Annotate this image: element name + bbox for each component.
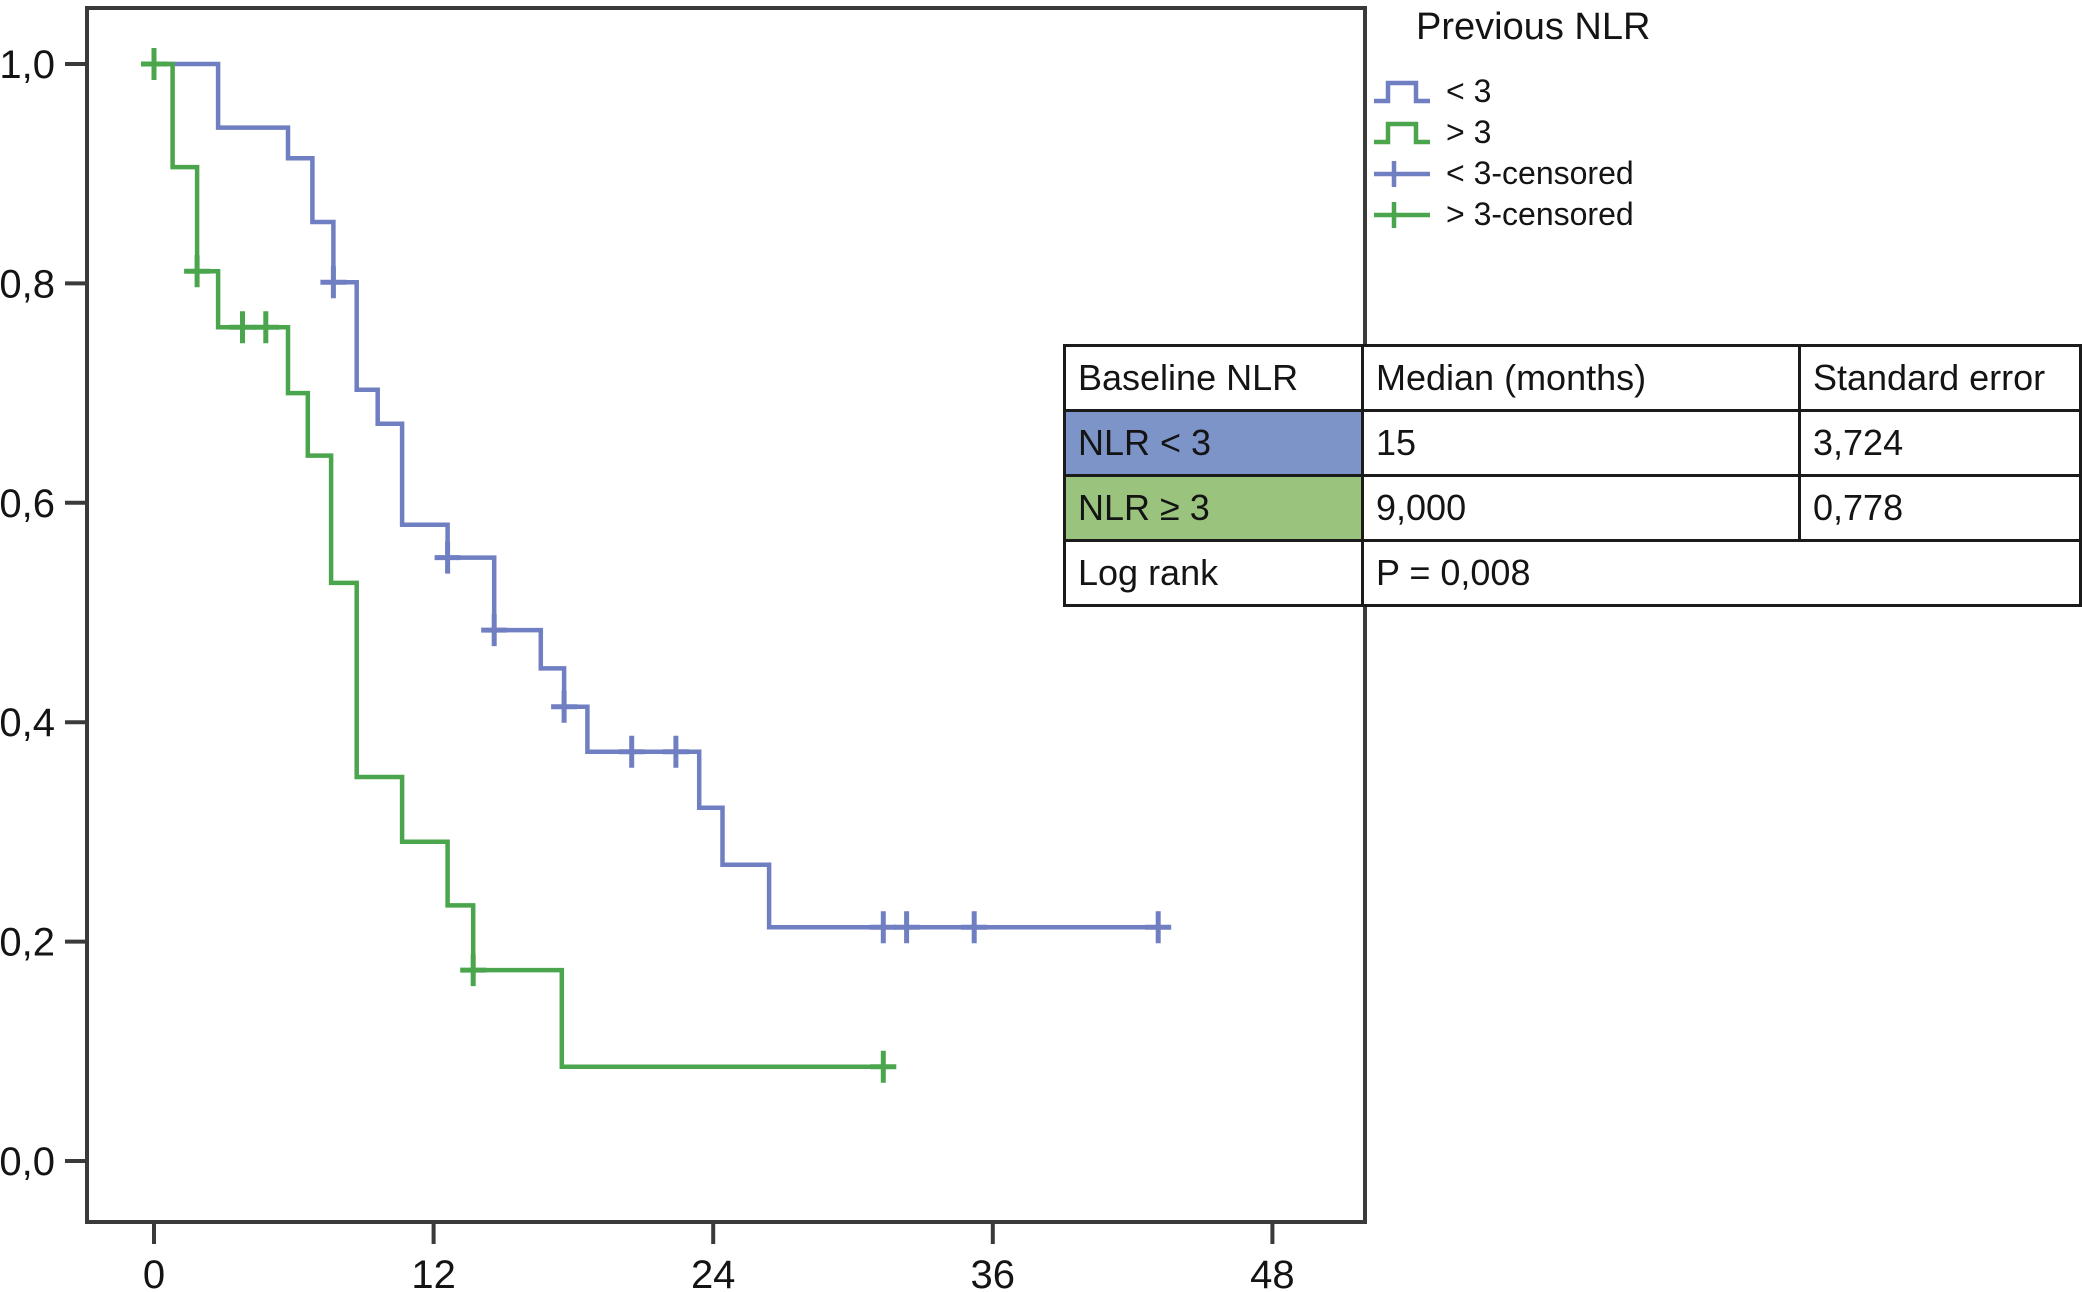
cell-se-nlr-lt3: 3,724 <box>1798 409 2082 477</box>
censor-mark-nlr-lt3 <box>481 614 508 647</box>
table-row-nlr-lt3: NLR < 3 15 3,724 <box>1063 409 2082 477</box>
cell-se-nlr-ge3: 0,778 <box>1798 474 2082 542</box>
censor-mark-nlr-ge3 <box>229 311 256 344</box>
censor-mark-nlr-lt3 <box>893 911 920 944</box>
header-median-months: Median (months) <box>1361 344 1801 412</box>
cell-log-rank-label: Log rank <box>1063 539 1364 607</box>
censor-mark-nlr-ge3 <box>252 311 279 344</box>
step-line-icon <box>1372 75 1432 109</box>
y-axis-tick-label: 1,0 <box>0 43 55 87</box>
y-axis-tick-label: 0,6 <box>0 482 55 526</box>
censor-mark-nlr-lt3 <box>1145 911 1172 944</box>
censor-mark-nlr-ge3 <box>460 954 487 987</box>
km-curve-nlr-ge3 <box>154 61 893 1069</box>
header-standard-error: Standard error <box>1798 344 2082 412</box>
header-baseline-nlr: Baseline NLR <box>1063 344 1364 412</box>
x-axis-tick-label: 0 <box>143 1253 165 1292</box>
x-axis-tick-label: 24 <box>691 1253 736 1292</box>
table-row-nlr-ge3: NLR ≥ 3 9,000 0,778 <box>1063 474 2082 542</box>
legend: Previous NLR < 3 > 3 < 3-censored > 3-ce… <box>1372 6 2012 235</box>
legend-item-lt3: < 3 <box>1372 71 2012 112</box>
cell-group-nlr-lt3: NLR < 3 <box>1063 409 1364 477</box>
censor-mark-nlr-lt3 <box>551 690 578 723</box>
y-axis-tick-label: 0,2 <box>0 921 55 965</box>
km-curve-nlr-lt3 <box>154 61 1168 930</box>
legend-item-label: < 3 <box>1446 73 1492 109</box>
censor-mark-nlr-lt3 <box>434 541 461 574</box>
legend-item-gt3: > 3 <box>1372 112 2012 153</box>
censor-plus-icon <box>1372 198 1432 232</box>
cell-median-nlr-lt3: 15 <box>1361 409 1801 477</box>
cell-median-nlr-ge3: 9,000 <box>1361 474 1801 542</box>
censor-plus-icon <box>1372 157 1432 191</box>
legend-title: Previous NLR <box>1416 6 1651 48</box>
censor-mark-nlr-lt3 <box>618 735 645 768</box>
x-axis-tick-label: 48 <box>1250 1253 1295 1292</box>
y-axis-tick-label: 0,8 <box>0 262 55 306</box>
censor-mark-nlr-lt3 <box>320 266 347 299</box>
cell-log-rank-p-value: P = 0,008 <box>1361 539 2082 607</box>
x-axis-tick-label: 36 <box>971 1253 1016 1292</box>
y-axis-tick-label: 0,4 <box>0 701 55 745</box>
censor-mark-nlr-ge3 <box>141 48 167 80</box>
y-axis-tick-label: 0,0 <box>0 1140 55 1184</box>
legend-item-label: < 3-censored <box>1446 155 1634 191</box>
censor-mark-nlr-lt3 <box>662 735 689 768</box>
legend-item-gt3-censored: > 3-censored <box>1372 194 2012 235</box>
step-line-icon <box>1372 116 1432 150</box>
stats-table-header-row: Baseline NLR Median (months) Standard er… <box>1063 344 2082 412</box>
cell-group-nlr-ge3: NLR ≥ 3 <box>1063 474 1364 542</box>
censor-mark-nlr-ge3 <box>870 1050 897 1083</box>
censor-mark-nlr-ge3 <box>184 255 211 288</box>
censor-mark-nlr-lt3 <box>870 911 897 944</box>
stats-table: Baseline NLR Median (months) Standard er… <box>1063 344 2082 607</box>
censor-mark-nlr-lt3 <box>961 911 988 944</box>
plot-frame <box>85 6 1367 1224</box>
legend-item-label: > 3 <box>1446 114 1492 150</box>
table-row-log-rank: Log rank P = 0,008 <box>1063 539 2082 607</box>
legend-item-lt3-censored: < 3-censored <box>1372 153 2012 194</box>
x-axis-tick-label: 12 <box>411 1253 456 1292</box>
legend-item-label: > 3-censored <box>1446 196 1634 232</box>
